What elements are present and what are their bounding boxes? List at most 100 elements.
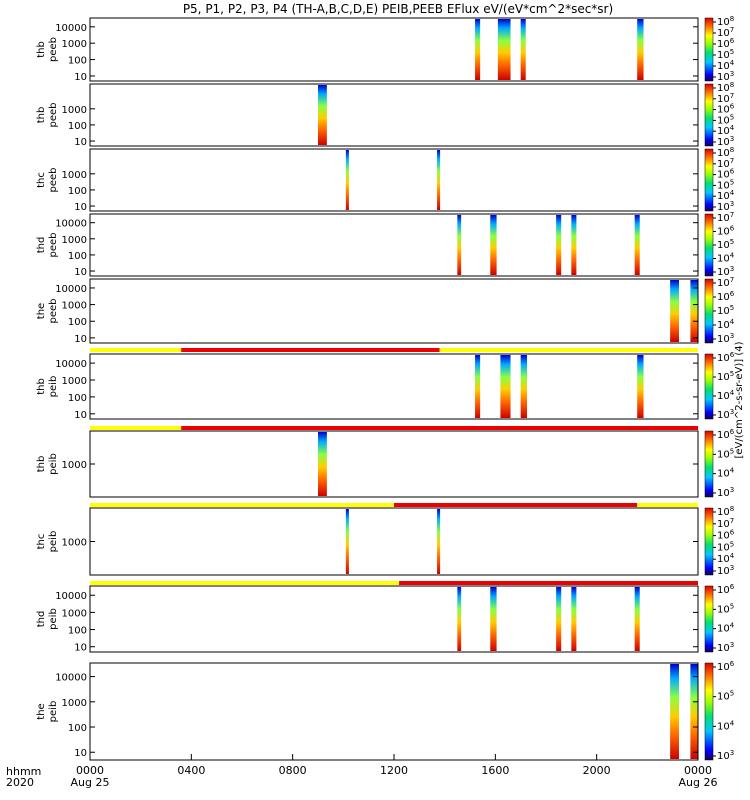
colorbar-tick-label: 103: [717, 486, 734, 499]
colorbar: [704, 662, 714, 761]
colorbar-tick-label: 103: [717, 200, 734, 213]
colorbar-tick-label: 107: [717, 211, 734, 224]
colorbar-tick-label: 105: [717, 370, 734, 383]
colorbar-tick-label: 106: [717, 168, 735, 181]
y-tick-label: 100: [68, 393, 87, 404]
panel-frame: [89, 662, 699, 761]
colorbar: [704, 17, 714, 82]
panel-product-label: peib: [48, 701, 59, 723]
y-tick-label: 1000: [62, 460, 87, 471]
colorbar-tick-label: 107: [717, 276, 734, 289]
colorbar-tick-label: 104: [717, 389, 735, 402]
colorbar-tick-label: 103: [717, 564, 734, 577]
y-tick-label: 10000: [55, 673, 87, 684]
y-tick-label: 10: [74, 267, 87, 278]
colorbar-tick-label: 103: [717, 641, 734, 654]
panel-frame: [89, 83, 699, 147]
y-tick-label: 10000: [55, 23, 87, 34]
panel-frame: [89, 507, 699, 576]
colorbar-tick-label: 104: [717, 622, 735, 635]
panel-thb-peib: 1000 thb peib 106 105 104 103: [36, 426, 735, 499]
y-tick-label: 100: [68, 317, 87, 328]
y-tick-label: 100: [68, 723, 87, 734]
panel-product-label: peib: [48, 608, 59, 630]
spectrogram-burst: [490, 587, 497, 651]
colorbar-unit-label: [eV/(cm^2-s-sr-eV)] (4): [734, 341, 745, 458]
spectrogram-burst: [497, 19, 511, 80]
colorbar: [704, 507, 714, 576]
colorbar-tick-label: 105: [717, 690, 734, 703]
colorbar-tick-label: 104: [717, 252, 735, 265]
y-tick-label: 1000: [62, 235, 87, 246]
spectrogram-burst: [345, 509, 349, 574]
panel-product-label: peib: [48, 453, 59, 475]
mode-bar-segment: [637, 503, 698, 507]
colorbar-tick-label: 107: [717, 157, 734, 170]
spectrogram-burst: [571, 215, 577, 275]
colorbar-tick-label: 105: [717, 447, 734, 460]
y-tick-label: 1000: [62, 538, 87, 549]
colorbar-tick-label: 105: [717, 304, 734, 317]
y-tick-label: 1000: [62, 608, 87, 619]
colorbar: [704, 585, 714, 653]
panel-thb-peib: 10 100 1000 10000 thb peib 106 105 104 103: [36, 348, 735, 421]
y-tick-label: 1000: [62, 105, 87, 116]
colorbar-tick-label: 105: [717, 238, 734, 251]
colorbar-tick-label: 106: [717, 428, 735, 441]
x-tick-label: 1600: [481, 764, 509, 777]
colorbar-tick-label: 106: [717, 660, 735, 673]
y-tick-label: 1000: [62, 170, 87, 181]
colorbar-tick-label: 104: [717, 467, 735, 480]
y-tick-label: 10: [74, 72, 87, 83]
mode-bar-segment: [90, 581, 400, 585]
x-tick-label: 0000: [76, 764, 104, 777]
spectrogram-burst: [437, 150, 441, 210]
colorbar-tick-label: 103: [717, 135, 734, 148]
panel-product-label: peib: [48, 531, 59, 553]
y-tick-label: 1000: [62, 698, 87, 709]
figure-title: P5, P1, P2, P3, P4 (TH-A,B,C,D,E) PEIB,P…: [183, 2, 613, 16]
colorbar-tick-label: 105: [717, 178, 734, 191]
colorbar-tick-label: 104: [717, 59, 735, 72]
y-tick-label: 100: [68, 56, 87, 67]
panel-probe-label: the: [36, 703, 47, 719]
spectrogram-burst: [634, 215, 640, 275]
colorbar-tick-label: 104: [717, 552, 735, 565]
colorbar-tick-label: 107: [717, 517, 734, 530]
y-tick-label: 10000: [55, 284, 87, 295]
spectrogram-burst: [556, 587, 562, 651]
panel-probe-label: the: [36, 303, 47, 319]
x-tick-label: 2000: [583, 764, 611, 777]
mode-bar-segment: [181, 426, 698, 430]
spectrogram-burst: [571, 587, 577, 651]
colorbar: [704, 278, 714, 344]
mode-bar-segment: [394, 503, 638, 507]
colorbar-tick-label: 106: [717, 583, 735, 596]
panel-frame: [89, 430, 699, 498]
spectrogram-burst: [637, 355, 644, 418]
spectrogram-burst: [437, 509, 441, 574]
spectrogram-burst: [318, 432, 327, 496]
y-tick-label: 10: [74, 748, 87, 759]
colorbar-tick-label: 105: [717, 113, 734, 126]
panel-product-label: peeb: [48, 299, 59, 324]
colorbar-tick-label: 104: [717, 318, 735, 331]
colorbar: [704, 83, 714, 147]
spectrogram-burst: [634, 587, 640, 651]
x-tick-label: 0800: [279, 764, 307, 777]
colorbar-tick-label: 106: [717, 37, 735, 50]
colorbar-tick-label: 108: [717, 505, 734, 518]
y-tick-label: 10: [74, 334, 87, 345]
colorbar-tick-label: 107: [717, 26, 734, 39]
panel-probe-label: thd: [36, 611, 47, 628]
colorbar-tick-label: 103: [717, 265, 734, 278]
spectrogram-burst: [637, 19, 644, 80]
y-tick-label: 10: [74, 643, 87, 654]
panel-frame: [89, 278, 699, 344]
panel-product-label: peeb: [48, 168, 59, 193]
